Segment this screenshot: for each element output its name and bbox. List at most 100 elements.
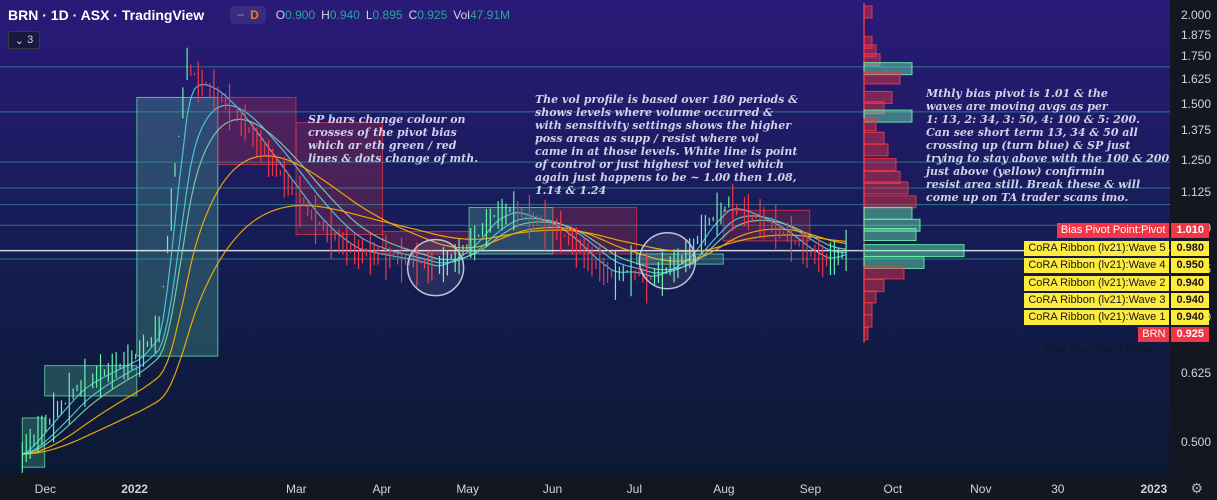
time-axis-tick: Jun	[542, 482, 563, 496]
settings-gear-icon[interactable]: ⚙	[1190, 480, 1203, 496]
pivot-box-2	[136, 96, 219, 357]
profile-bar-16	[863, 206, 913, 220]
price-tag-label: Bias Pivot Point:Pivot	[1056, 223, 1170, 238]
price-axis-tick: 1.875	[1180, 27, 1211, 42]
price-axis-tick: 1.625	[1180, 71, 1211, 86]
price-tag-value: 0.940	[1171, 276, 1209, 291]
profile-bar-15	[863, 195, 917, 209]
highlight-circles	[406, 231, 697, 297]
profile-bar-9	[863, 118, 877, 132]
price-tag-label: BRN	[1138, 327, 1170, 342]
pivot-box-4	[295, 122, 384, 236]
profile-bar-5	[863, 71, 901, 85]
time-axis-tick: Jul	[626, 482, 642, 496]
time-axis-background	[0, 474, 1170, 500]
note-sp-bars: SP bars change colour on crosses of the …	[308, 113, 479, 165]
note-bias-pivot: Mthly bias pivot is 1.01 & the waves are…	[926, 87, 1170, 204]
price-tag-label: CoRA Ribbon (lv21):Wave 3	[1024, 293, 1170, 308]
time-axis-tick: 30	[1051, 482, 1065, 496]
price-tag: CoRA Ribbon (lv21):Wave 2 0.940	[1020, 276, 1213, 291]
time-axis-tick: May	[456, 482, 479, 496]
time-axis-tick: 2022	[121, 482, 148, 496]
volume-profile	[863, 2, 965, 343]
wave-3	[22, 118, 847, 455]
ohlc-open: O0.900	[275, 8, 316, 22]
profile-bar-7	[863, 101, 885, 115]
price-axis-tick: 1.250	[1180, 152, 1211, 167]
price-axis-tick: 0.500	[1180, 434, 1211, 449]
profile-bar-26	[863, 327, 869, 341]
ohlc-volume: Vol47.91M	[453, 8, 510, 22]
symbol-name[interactable]: BRN · 1D · ASX · TradingView	[8, 7, 205, 23]
profile-bar-0	[863, 5, 873, 19]
time-axis-tick: Mar	[285, 482, 307, 496]
cora-ribbon-waves	[22, 83, 847, 455]
profile-bar-1	[863, 35, 873, 49]
time-axis-tick: Oct	[883, 482, 903, 496]
price-tag: CoRA Ribbon (lv21):Wave 5 0.980	[1020, 241, 1213, 256]
price-axis-tick: 1.375	[1180, 123, 1211, 138]
highlight-circle-0	[406, 238, 465, 297]
price-tag: BRN 0.925	[1134, 327, 1213, 342]
price-axis-tick: 1.750	[1180, 49, 1211, 64]
pivot-boxes	[21, 96, 811, 468]
price-tag-value: 0.925	[1171, 327, 1209, 342]
profile-bar-12	[863, 158, 897, 172]
price-tag-label: CoRA Ribbon (lv21):Wave 5	[1024, 241, 1170, 256]
symbol-legend: BRN · 1D · ASX · TradingView − D O0.900 …	[8, 6, 516, 24]
time-axis-tick: Apr	[372, 482, 392, 496]
price-tag-value: 0.950	[1171, 258, 1209, 273]
indicators-toggle[interactable]: ⌄ 3	[8, 31, 40, 49]
indicator-controls[interactable]: − D	[230, 6, 266, 24]
time-axis-tick: Dec	[34, 482, 57, 496]
profile-bar-10	[863, 131, 885, 145]
bias-close-label: Bias Pivot Point:Close	[1045, 343, 1154, 355]
wave-1	[22, 83, 847, 455]
note-vol-profile: The vol profile is based over 180 period…	[535, 93, 799, 197]
price-tag: CoRA Ribbon (lv21):Wave 3 0.940	[1020, 293, 1213, 308]
profile-bar-22	[863, 279, 885, 293]
wave-2	[22, 104, 847, 455]
chevron-down-icon: ⌄	[14, 34, 25, 47]
time-axis-tick: Sep	[799, 482, 822, 496]
price-tag-label: CoRA Ribbon (lv21):Wave 1	[1024, 310, 1170, 325]
price-tag: CoRA Ribbon (lv21):Wave 1 0.940	[1020, 310, 1213, 325]
price-tag: Bias Pivot Point:Pivot 1.010	[1053, 223, 1213, 238]
price-axis-tick: 0.625	[1180, 365, 1211, 380]
profile-bar-21	[863, 266, 905, 280]
profile-bar-11	[863, 143, 889, 157]
time-axis-tick: Nov	[970, 482, 992, 496]
profile-bar-14	[863, 181, 909, 195]
price-tag-value: 0.940	[1171, 310, 1209, 325]
time-axis-tick: 2023	[1140, 482, 1168, 496]
profile-bar-24	[863, 302, 873, 316]
delayed-badge: D	[250, 8, 259, 22]
profile-bar-19	[863, 244, 965, 258]
ohlc-close: C0.925	[408, 8, 448, 22]
price-tag-value: 0.940	[1171, 293, 1209, 308]
wave-4	[22, 155, 847, 455]
price-axis-tick: 1.500	[1180, 96, 1211, 111]
horizontal-levels	[0, 66, 1170, 260]
price-tag-label: CoRA Ribbon (lv21):Wave 2	[1024, 276, 1170, 291]
profile-bar-25	[863, 314, 873, 328]
chart-background	[0, 0, 1170, 474]
price-tag-label: CoRA Ribbon (lv21):Wave 4	[1024, 258, 1170, 273]
price-bars	[21, 47, 847, 473]
price-tag-value: 0.980	[1171, 241, 1209, 256]
pivot-box-1	[44, 365, 138, 397]
profile-bar-13	[863, 170, 901, 184]
price-tag-value: 1.010	[1171, 223, 1209, 238]
profile-bar-18	[863, 228, 917, 242]
profile-bar-23	[863, 290, 877, 304]
profile-bar-6	[863, 90, 893, 104]
wave-5	[22, 204, 847, 455]
price-tag: CoRA Ribbon (lv21):Wave 4 0.950	[1020, 258, 1213, 273]
highlight-circle-1	[638, 231, 697, 290]
time-axis-tick: Aug	[713, 482, 735, 496]
price-axis-tick: 1.125	[1180, 185, 1211, 200]
price-axis-tick: 2.000	[1180, 8, 1211, 22]
minus-icon[interactable]: −	[237, 8, 245, 22]
ohlc-low: L0.895	[365, 8, 403, 22]
